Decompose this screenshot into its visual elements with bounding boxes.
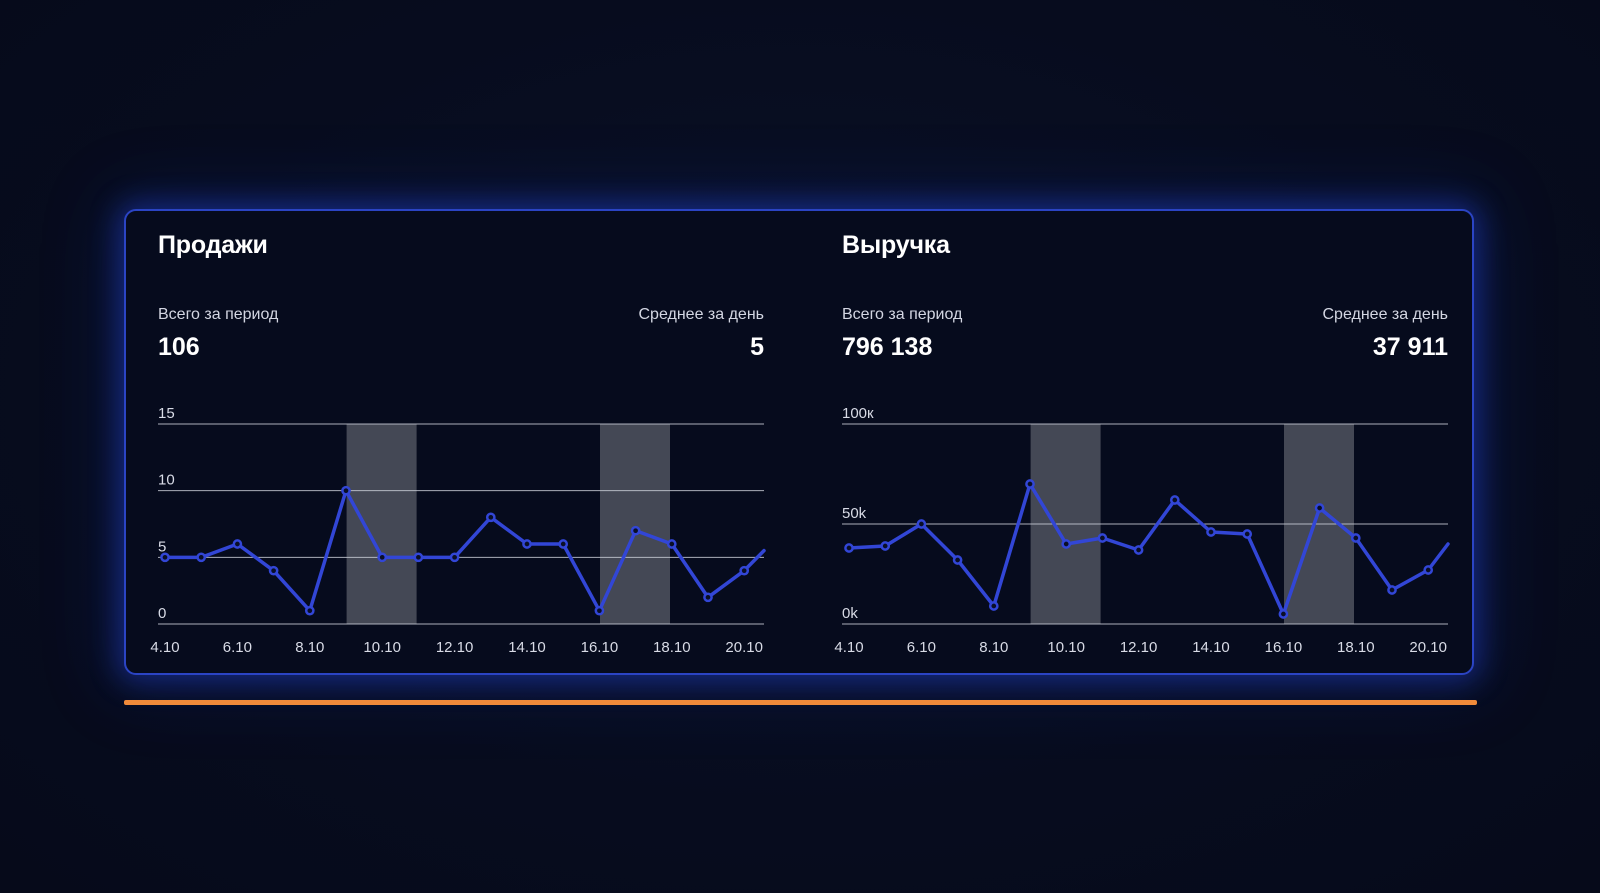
y-tick-label: 15 [158,405,175,422]
data-point [522,539,532,549]
data-point [988,601,999,611]
x-tick-label: 14.10 [1192,639,1230,656]
total-label: Всего за период [158,306,279,323]
avg-label: Среднее за день [1322,306,1449,323]
data-point [160,552,170,563]
chart-title: Продажи [158,231,268,259]
accent-divider-line [124,700,1477,705]
revenue-chart-block: Выручка Всего за период 796 138 Среднее … [834,211,1450,673]
data-point [1350,533,1361,543]
avg-value: 5 [750,333,764,361]
x-tick-label: 12.10 [1120,639,1158,656]
data-point [1278,609,1289,619]
x-tick-label: 4.10 [150,639,179,656]
x-tick-label: 14.10 [508,639,546,656]
data-point [1061,539,1072,549]
y-tick-label: 10 [158,472,175,489]
data-point [196,552,207,563]
series-line [163,488,766,613]
x-tick-label: 20.10 [1409,639,1447,656]
data-point [630,525,641,536]
y-tick-label: 0 [158,605,166,622]
data-point [304,605,315,616]
x-tick-label: 16.10 [1265,639,1303,656]
data-point [232,539,243,549]
y-tick-label: 5 [158,538,166,555]
x-tick-label: 8.10 [979,639,1008,656]
data-point [268,565,279,576]
total-value: 796 138 [842,333,933,361]
data-point [1169,495,1180,505]
total-label: Всего за период [842,306,963,323]
x-tick-label: 10.10 [1047,639,1085,656]
sales-chart-block: Продажи Всего за период 106 Среднее за д… [150,211,766,673]
avg-value: 37 911 [1372,333,1448,361]
data-point [1314,503,1325,513]
data-point [1206,527,1216,537]
data-point [594,605,605,616]
data-point [558,539,569,549]
x-tick-label: 6.10 [907,639,936,656]
data-point [1387,585,1397,595]
revenue-line-chart: 0k 50k 100к 4.10 6.10 8.10 10.10 12.10 14.10 16.1… [834,405,1450,656]
x-tick-label: 20.10 [725,639,763,656]
data-point [666,539,677,549]
x-tick-label: 4.10 [834,639,863,656]
data-point [413,552,424,563]
x-tick-label: 8.10 [295,639,324,656]
x-tick-label: 12.10 [436,639,474,656]
x-tick-label: 10.10 [363,639,401,656]
x-tick-label: 16.10 [581,639,619,656]
avg-label: Среднее за день [638,306,765,323]
highlight-band [600,424,670,624]
highlight-band [346,424,417,624]
x-tick-label: 18.10 [1337,639,1375,656]
data-point [844,543,854,553]
data-point [1025,479,1035,489]
data-point [1423,565,1434,575]
x-tick-label: 18.10 [653,639,691,656]
data-point [952,555,963,565]
chart-title: Выручка [842,231,950,259]
data-point [449,552,460,563]
data-point [341,485,351,496]
dashboard-panel: Продажи Всего за период 106 Среднее за д… [124,209,1474,675]
sales-line-chart: 0 5 10 15 4.10 6.10 8.10 10.10 12.10 14.10 16.10 18… [150,405,766,656]
y-tick-label: 100к [842,405,874,422]
data-point [739,565,750,576]
x-tick-label: 6.10 [223,639,252,656]
series-line [847,482,1450,616]
data-point [1133,545,1144,555]
total-value: 106 [158,333,200,361]
data-point [703,592,713,603]
y-tick-label: 0k [842,605,858,622]
data-point [377,552,388,563]
y-tick-label: 50k [842,505,867,522]
data-point [916,519,927,529]
data-point [880,541,891,551]
data-point [1242,529,1253,539]
data-point [1097,533,1108,543]
data-point [485,512,496,523]
